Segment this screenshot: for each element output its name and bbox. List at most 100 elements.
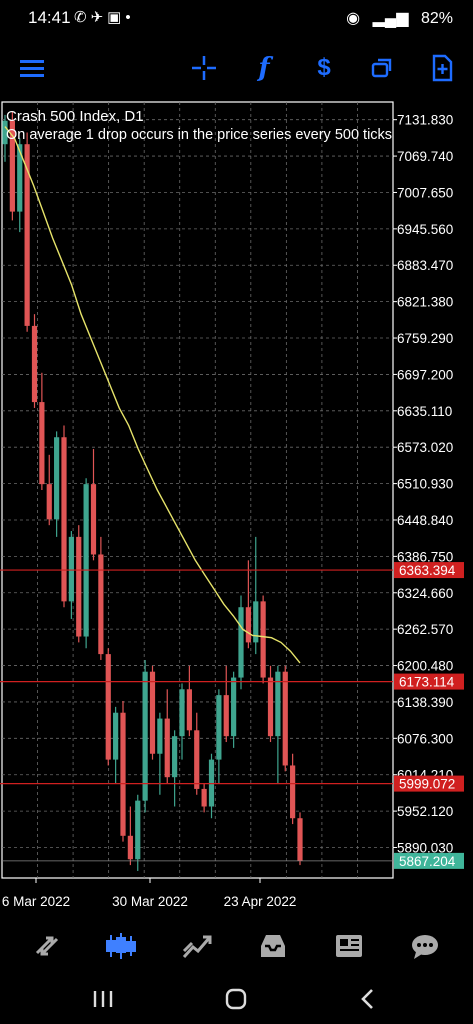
- price-level-tag: [394, 775, 464, 792]
- chart-canvas[interactable]: 7131.830 7069.740 7007.650 6945.560 6883.470…: [0, 100, 473, 912]
- y-tick-label: 5890.030: [397, 841, 453, 856]
- candle-body: [135, 800, 141, 860]
- bluetooth-share-icon: ✈: [90, 9, 108, 26]
- candle-body: [260, 601, 266, 678]
- candle-body: [231, 677, 237, 737]
- y-tick-label: 7131.830: [397, 113, 453, 128]
- add-template-icon[interactable]: [426, 52, 458, 84]
- y-tick-label: 6635.110: [397, 404, 452, 419]
- y-tick-label: 7007.650: [397, 185, 453, 200]
- y-tick-label: 7069.740: [397, 149, 453, 164]
- candle-body: [223, 695, 229, 737]
- candle-body: [46, 484, 52, 520]
- function-icon[interactable]: f: [258, 53, 270, 83]
- price-chart[interactable]: 7131.830 7069.740 7007.650 6945.560 6883.470…: [0, 100, 473, 912]
- candle-body: [61, 437, 67, 602]
- y-tick-label: 6573.020: [397, 440, 453, 455]
- candle-body: [275, 671, 281, 737]
- signal-icon: ▂▄▆: [372, 10, 409, 27]
- battery-percent: 82%: [420, 10, 453, 27]
- candle-body: [179, 689, 185, 737]
- status-bar: 14:41 ✆✈▣• ◉ ▂▄▆ 82%: [0, 0, 473, 36]
- candle-body: [127, 835, 133, 860]
- price-level-label: 5999.072: [399, 777, 455, 792]
- candle-body: [201, 788, 207, 807]
- home-icon[interactable]: [218, 982, 254, 1016]
- status-right: ◉ ▂▄▆ 82%: [338, 8, 453, 28]
- candle-body: [83, 484, 89, 637]
- trade-icon[interactable]: $: [317, 54, 331, 81]
- menu-icon[interactable]: [16, 52, 48, 84]
- y-tick-label: 6076.300: [397, 731, 453, 746]
- back-icon[interactable]: [350, 982, 386, 1016]
- candle-body: [238, 607, 244, 678]
- candle-body: [98, 554, 104, 655]
- news-icon[interactable]: [329, 926, 369, 966]
- candle-body: [157, 718, 163, 754]
- recent-apps-icon[interactable]: [85, 982, 121, 1016]
- hotspot-icon: ◉: [346, 10, 361, 27]
- candle-body: [186, 689, 192, 731]
- candle-body: [68, 536, 74, 602]
- gallery-icon: ▣: [107, 9, 126, 26]
- x-tick-label: 6 Mar 2022: [2, 894, 70, 909]
- candle-body: [164, 718, 170, 778]
- y-tick-label: 6945.560: [397, 222, 453, 237]
- windows-icon[interactable]: [366, 52, 398, 84]
- dot-icon: •: [125, 9, 135, 26]
- y-tick-label: 6759.290: [397, 331, 453, 346]
- crosshair-icon[interactable]: [188, 52, 220, 84]
- chart-icon[interactable]: [101, 926, 141, 966]
- y-tick-label: 6697.200: [397, 367, 453, 382]
- chart-description: On average 1 drop occurs in the price se…: [6, 127, 393, 143]
- candle-body: [216, 695, 222, 760]
- system-navigation: [0, 974, 473, 1024]
- candle-body: [297, 818, 303, 862]
- y-tick-label: 6448.840: [397, 513, 453, 528]
- chart-frame: [1, 101, 394, 879]
- chart-toolbar: f $: [0, 40, 473, 96]
- x-tick-label: 30 Mar 2022: [112, 894, 188, 909]
- history-icon[interactable]: [253, 926, 293, 966]
- price-level-label: 6173.114: [399, 675, 455, 690]
- y-tick-label: 6324.660: [397, 586, 453, 601]
- candle-body: [194, 730, 200, 789]
- y-tick-label: 6883.470: [397, 258, 453, 273]
- chart-title: Crash 500 Index, D1: [6, 108, 144, 125]
- candle-body: [290, 765, 296, 819]
- candle-body: [39, 402, 45, 485]
- candle-body: [149, 671, 156, 754]
- price-level-label: 6363.394: [399, 563, 456, 578]
- quotes-icon[interactable]: [27, 926, 67, 966]
- candle-body: [245, 607, 251, 643]
- y-tick-label: 5952.120: [397, 804, 453, 819]
- candle-body: [282, 671, 288, 766]
- candle-body: [76, 536, 82, 637]
- y-tick-label: 6821.380: [397, 295, 453, 310]
- candle-body: [253, 601, 259, 643]
- candle-body: [9, 120, 15, 212]
- candle-body: [267, 677, 274, 737]
- chat-icon[interactable]: [405, 926, 445, 966]
- y-tick-label: 6200.480: [397, 659, 453, 674]
- x-tick-label: 23 Apr 2022: [224, 894, 297, 909]
- candle-body: [24, 144, 30, 326]
- candle-body: [2, 120, 8, 145]
- candle-body: [105, 654, 111, 760]
- candle-body: [31, 325, 38, 403]
- candle-body: [17, 144, 23, 212]
- current-price-tag: [394, 852, 464, 869]
- trade-icon[interactable]: [177, 926, 217, 966]
- whatsapp-icon: ✆: [74, 9, 91, 26]
- candle-body: [172, 736, 178, 778]
- price-level-tag: [394, 562, 464, 579]
- price-level-tag: [394, 673, 464, 690]
- candle-body: [120, 712, 126, 836]
- y-tick-label: 6386.750: [397, 549, 453, 564]
- status-left-icons: ✆✈▣•: [74, 8, 135, 26]
- status-time: 14:41: [28, 8, 71, 27]
- candle-body: [142, 671, 148, 801]
- y-tick-label: 6138.390: [397, 695, 453, 710]
- candle-body: [113, 712, 119, 760]
- y-tick-label: 6262.570: [397, 622, 453, 637]
